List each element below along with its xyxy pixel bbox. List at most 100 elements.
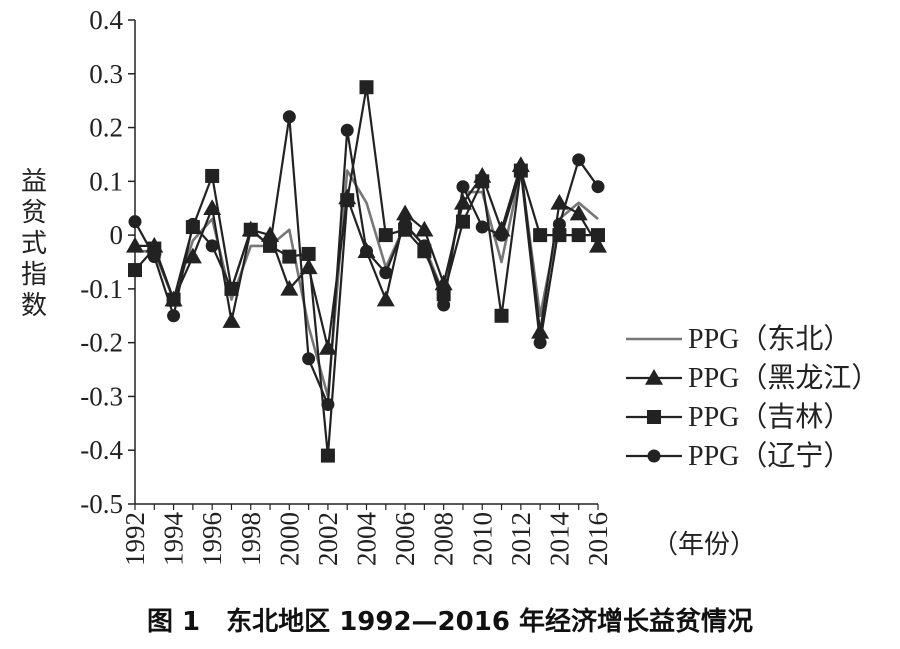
data-point-circle: [572, 153, 586, 167]
series-dongbei: [135, 169, 599, 398]
data-point-circle: [456, 180, 470, 194]
legend-swatch-circle: [647, 449, 661, 463]
data-point-circle: [591, 180, 605, 194]
data-point-circle: [147, 250, 161, 264]
x-tick-label: 2008: [429, 512, 459, 566]
y-axis-label-char: 益: [21, 167, 47, 197]
y-axis-ticks: 0.4 0.3 0.2 0.1 0 -0.1 -0.2 -0.3 -0.4 -0.5: [80, 5, 135, 519]
data-point-square: [552, 228, 567, 243]
data-point-square: [378, 228, 393, 243]
data-point-circle: [321, 398, 335, 412]
data-point-circle: [495, 228, 509, 242]
data-point-square: [205, 168, 220, 183]
data-point-triangle: [531, 322, 550, 339]
data-point-triangle: [203, 199, 222, 215]
data-point-square: [320, 448, 335, 463]
data-point-triangle: [183, 247, 202, 264]
x-axis-ticks: 1992 1994 1996 1998 2000 2002 2004 2006 2008 2010…: [120, 504, 613, 566]
data-point-circle: [360, 244, 373, 258]
legend-label: PPG（黑龙江）: [688, 362, 879, 394]
data-point-circle: [224, 282, 238, 296]
y-tick-label: -0.2: [80, 328, 123, 358]
y-tick-label: -0.3: [80, 381, 123, 411]
data-point-triangle: [318, 339, 337, 355]
data-point-circle: [205, 239, 219, 253]
legend-swatch-square: [647, 410, 661, 424]
data-point-triangle: [222, 312, 241, 328]
legend-label: PPG（东北）: [688, 323, 851, 355]
legend-label: PPG（辽宁）: [688, 440, 851, 472]
y-tick-label: -0.1: [80, 274, 123, 304]
data-point-triangle: [453, 193, 472, 210]
y-tick-label: 0.2: [89, 113, 123, 143]
data-point-circle: [167, 309, 181, 323]
y-tick-label: -0.4: [80, 435, 123, 465]
y-tick-label: 0: [110, 220, 124, 250]
legend-entry: PPG（黑龙江）: [626, 362, 879, 394]
data-point-circle: [263, 239, 277, 253]
x-tick-label: 1992: [120, 512, 150, 566]
data-point-square: [359, 80, 374, 95]
x-tick-label: 2002: [313, 512, 343, 566]
y-tick-label: 0.1: [89, 166, 123, 196]
data-point-circle: [398, 217, 412, 231]
legend-swatch-triangle: [645, 369, 663, 385]
x-tick-label: 2004: [352, 512, 382, 567]
x-tick-label: 2014: [544, 512, 574, 567]
data-point-circle: [533, 336, 547, 350]
data-point-triangle: [280, 279, 299, 296]
x-tick-label: 2006: [390, 512, 420, 566]
legend-label: PPG（吉林）: [688, 401, 851, 433]
y-axis-label-char: 数: [21, 291, 47, 321]
x-tick-label: 2010: [467, 512, 497, 566]
data-point-circle: [282, 110, 296, 124]
data-point-square: [475, 174, 490, 189]
x-tick-label: 2000: [274, 512, 304, 566]
series-circle: [128, 110, 605, 412]
data-point-square: [533, 228, 548, 243]
legend: PPG（东北） PPG（黑龙江） PPG（吉林） PPG（辽宁）: [626, 323, 879, 472]
y-tick-label: 0.3: [89, 59, 123, 89]
legend-entry: PPG（吉林）: [626, 401, 851, 433]
data-point-square: [591, 228, 605, 243]
x-tick-label: 2016: [583, 512, 613, 566]
data-point-circle: [379, 266, 393, 280]
x-axis-unit: （年份）: [652, 530, 756, 560]
series-line: [135, 169, 599, 398]
data-point-circle: [244, 223, 258, 237]
data-point-square: [455, 214, 470, 229]
data-point-triangle: [261, 226, 280, 242]
data-point-square: [494, 308, 509, 323]
x-tick-label: 2012: [506, 512, 536, 566]
data-point-circle: [437, 298, 451, 312]
data-point-circle: [475, 220, 489, 234]
data-point-triangle: [589, 236, 607, 253]
legend-entry: PPG（辽宁）: [626, 440, 851, 472]
data-point-triangle: [376, 290, 395, 307]
data-point-circle: [514, 164, 528, 178]
data-point-circle: [340, 123, 354, 137]
data-point-circle: [186, 217, 200, 231]
x-tick-label: 1996: [197, 512, 227, 566]
data-point-circle: [552, 217, 566, 231]
x-tick-label: 1994: [159, 512, 189, 567]
data-point-square: [128, 263, 142, 278]
data-point-square: [571, 228, 586, 243]
data-point-square: [340, 193, 355, 208]
y-axis-label-char: 贫: [21, 198, 47, 228]
data-point-triangle: [126, 236, 144, 253]
series-layer: [126, 80, 607, 463]
data-point-circle: [128, 215, 142, 229]
series-line: [134, 86, 598, 457]
data-point-triangle: [415, 220, 434, 237]
y-tick-label: 0.4: [89, 5, 123, 35]
legend-entry: PPG（东北）: [626, 323, 851, 355]
data-point-triangle: [299, 258, 318, 275]
data-point-square: [301, 246, 316, 261]
data-point-triangle: [569, 204, 588, 221]
y-axis-label-char: 式: [21, 229, 47, 259]
y-tick-label: -0.5: [80, 489, 123, 519]
data-point-circle: [302, 352, 316, 366]
